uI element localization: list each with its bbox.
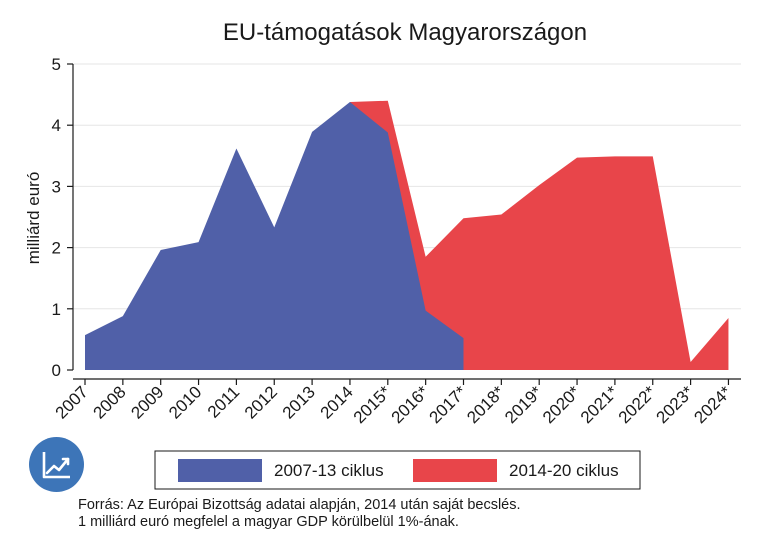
y-axis-label: milliárd euró: [24, 172, 43, 265]
chart-title: EU-támogatások Magyarországon: [223, 19, 587, 46]
x-tick-label: 2013: [279, 382, 319, 422]
y-tick-label: 2: [52, 239, 61, 258]
legend-swatch-2: [413, 459, 497, 482]
x-tick-label: 2023*: [653, 382, 698, 427]
x-tick-label: 2021*: [577, 382, 622, 427]
x-tick-label: 2007: [52, 382, 92, 422]
legend-label-2: 2014-20 ciklus: [509, 461, 619, 480]
area-series-1: [85, 101, 464, 370]
footnote-gdp-note: 1 milliárd euró megfelel a magyar GDP kö…: [78, 514, 459, 530]
x-tick-label: 2015*: [350, 382, 395, 427]
x-tick-label: 2017*: [425, 382, 470, 427]
x-tick-label: 2019*: [501, 382, 546, 427]
area-series-2: [349, 100, 729, 370]
y-tick-label: 0: [52, 361, 61, 380]
x-tick-label: 2011: [204, 382, 243, 421]
x-tick-label: 2008: [89, 382, 129, 422]
y-tick-label: 5: [52, 55, 61, 74]
x-tick-label: 2024*: [690, 382, 735, 427]
y-tick-label: 3: [52, 177, 61, 196]
x-tick-label: 2020*: [539, 382, 584, 427]
y-tick-label: 4: [52, 116, 61, 135]
x-tick-label: 2012: [241, 382, 281, 422]
chart-areas: [85, 100, 729, 370]
legend-swatch-1: [178, 459, 262, 482]
x-tick-label: 2009: [127, 382, 167, 422]
x-tick-label: 2022*: [615, 382, 660, 427]
trend-chart-icon: [29, 437, 84, 492]
x-tick-label: 2018*: [463, 382, 508, 427]
legend-label-1: 2007-13 ciklus: [274, 461, 384, 480]
x-tick-label: 2014: [317, 382, 357, 422]
x-tick-label: 2016*: [388, 382, 433, 427]
footnote-source: Forrás: Az Európai Bizottság adatai alap…: [78, 497, 521, 513]
x-tick-label: 2010: [165, 382, 205, 422]
legend: 2007-13 ciklus 2014-20 ciklus: [154, 450, 641, 490]
y-tick-label: 1: [52, 300, 61, 319]
